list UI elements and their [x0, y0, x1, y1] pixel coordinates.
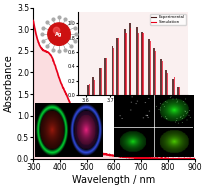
- Y-axis label: Absorbance: Absorbance: [4, 54, 14, 112]
- X-axis label: Wavelength / nm: Wavelength / nm: [72, 175, 156, 185]
- Text: $\mathrm{Ag_{14}SG_{11}}$: $\mathrm{Ag_{14}SG_{11}}$: [130, 12, 166, 25]
